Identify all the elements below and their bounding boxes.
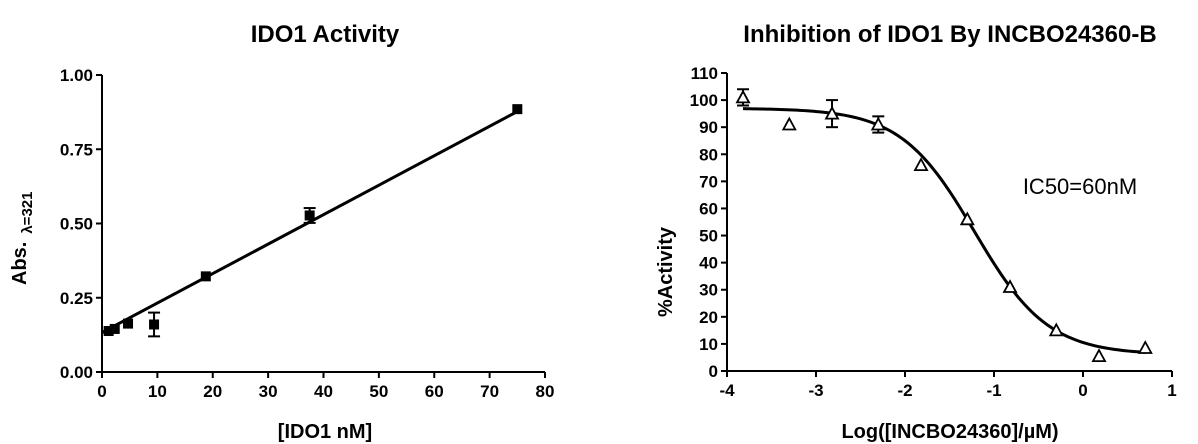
y-tick-label: 80 bbox=[699, 145, 718, 164]
x-tick-label: 30 bbox=[259, 382, 278, 401]
x-tick-label: -2 bbox=[897, 381, 912, 400]
chart-title: IDO1 Activity bbox=[251, 21, 400, 48]
data-point bbox=[913, 157, 929, 172]
data-point bbox=[781, 116, 797, 131]
y-tick-label: 0 bbox=[709, 362, 718, 381]
x-tick-label: 10 bbox=[148, 382, 167, 401]
y-tick-label: 70 bbox=[699, 172, 718, 191]
y-tick-label: 40 bbox=[699, 254, 718, 273]
y-tick-label: 10 bbox=[699, 335, 718, 354]
x-tick-label: 60 bbox=[425, 382, 444, 401]
data-point bbox=[1002, 279, 1018, 293]
x-tick-label: 1 bbox=[1167, 381, 1176, 400]
data-point bbox=[1048, 322, 1064, 337]
x-tick-label: 80 bbox=[536, 382, 555, 401]
data-point bbox=[824, 105, 840, 120]
x-tick-label: -4 bbox=[719, 381, 735, 400]
fit-curve bbox=[743, 107, 1146, 354]
data-point bbox=[735, 89, 751, 104]
y-tick-label: 60 bbox=[699, 199, 718, 218]
data-point bbox=[109, 323, 120, 334]
y-tick-label: 20 bbox=[699, 308, 718, 327]
data-point bbox=[200, 271, 211, 282]
data-point bbox=[1137, 340, 1153, 354]
x-tick-label: -3 bbox=[808, 381, 823, 400]
data-marks bbox=[101, 104, 523, 338]
axes: 0 10 20 30 40 50 60 70 80 0.00 0.25 0.50 0.75 1.00 bbox=[60, 66, 555, 401]
y-tick-label: 0.75 bbox=[60, 140, 93, 159]
y-tick-label: 0.00 bbox=[60, 363, 93, 382]
data-point bbox=[1091, 348, 1107, 363]
data-point bbox=[512, 104, 523, 115]
chart-ido1-activity: IDO1 Activity [IDO1 nM] Abs.λ=321 0 10 20 3… bbox=[9, 21, 554, 443]
x-tick-label: 50 bbox=[369, 382, 388, 401]
y-axis-sublabel: λ=321 bbox=[19, 192, 36, 234]
data-point bbox=[123, 318, 134, 329]
y-tick-label: 100 bbox=[690, 91, 718, 110]
x-tick-label: 40 bbox=[314, 382, 333, 401]
y-tick-label: 50 bbox=[699, 227, 718, 246]
data-point bbox=[959, 211, 975, 226]
x-tick-label: 0 bbox=[1078, 381, 1087, 400]
data-point bbox=[304, 210, 315, 221]
y-tick-label: 110 bbox=[691, 64, 718, 83]
data-point bbox=[103, 326, 114, 337]
data-point bbox=[870, 116, 886, 131]
x-axis-label: Log([INCBO24360]/µM) bbox=[841, 421, 1058, 443]
x-tick-label: 20 bbox=[203, 382, 222, 401]
y-axis-label: %Activity bbox=[655, 226, 677, 317]
y-tick-label: 1.00 bbox=[60, 66, 93, 85]
data-marks bbox=[735, 88, 1153, 363]
x-axis-label: [IDO1 nM] bbox=[278, 421, 372, 443]
x-tick-label: 0 bbox=[97, 382, 106, 401]
y-tick-label: 0.50 bbox=[60, 215, 93, 234]
chart-title: Inhibition of IDO1 By INCBO24360-B bbox=[743, 21, 1156, 48]
data-point bbox=[149, 319, 160, 330]
x-tick-label: 70 bbox=[480, 382, 499, 401]
ic50-annotation: IC50=60nM bbox=[1023, 174, 1137, 199]
x-tick-label: -1 bbox=[986, 381, 1001, 400]
y-tick-label: 90 bbox=[699, 118, 718, 137]
y-axis-label: Abs.λ=321 bbox=[9, 192, 36, 285]
chart-inhibition-of-ido1: Inhibition of IDO1 By INCBO24360-B Log([… bbox=[655, 21, 1177, 443]
y-tick-label: 0.25 bbox=[60, 289, 93, 308]
y-tick-label: 30 bbox=[699, 281, 718, 300]
